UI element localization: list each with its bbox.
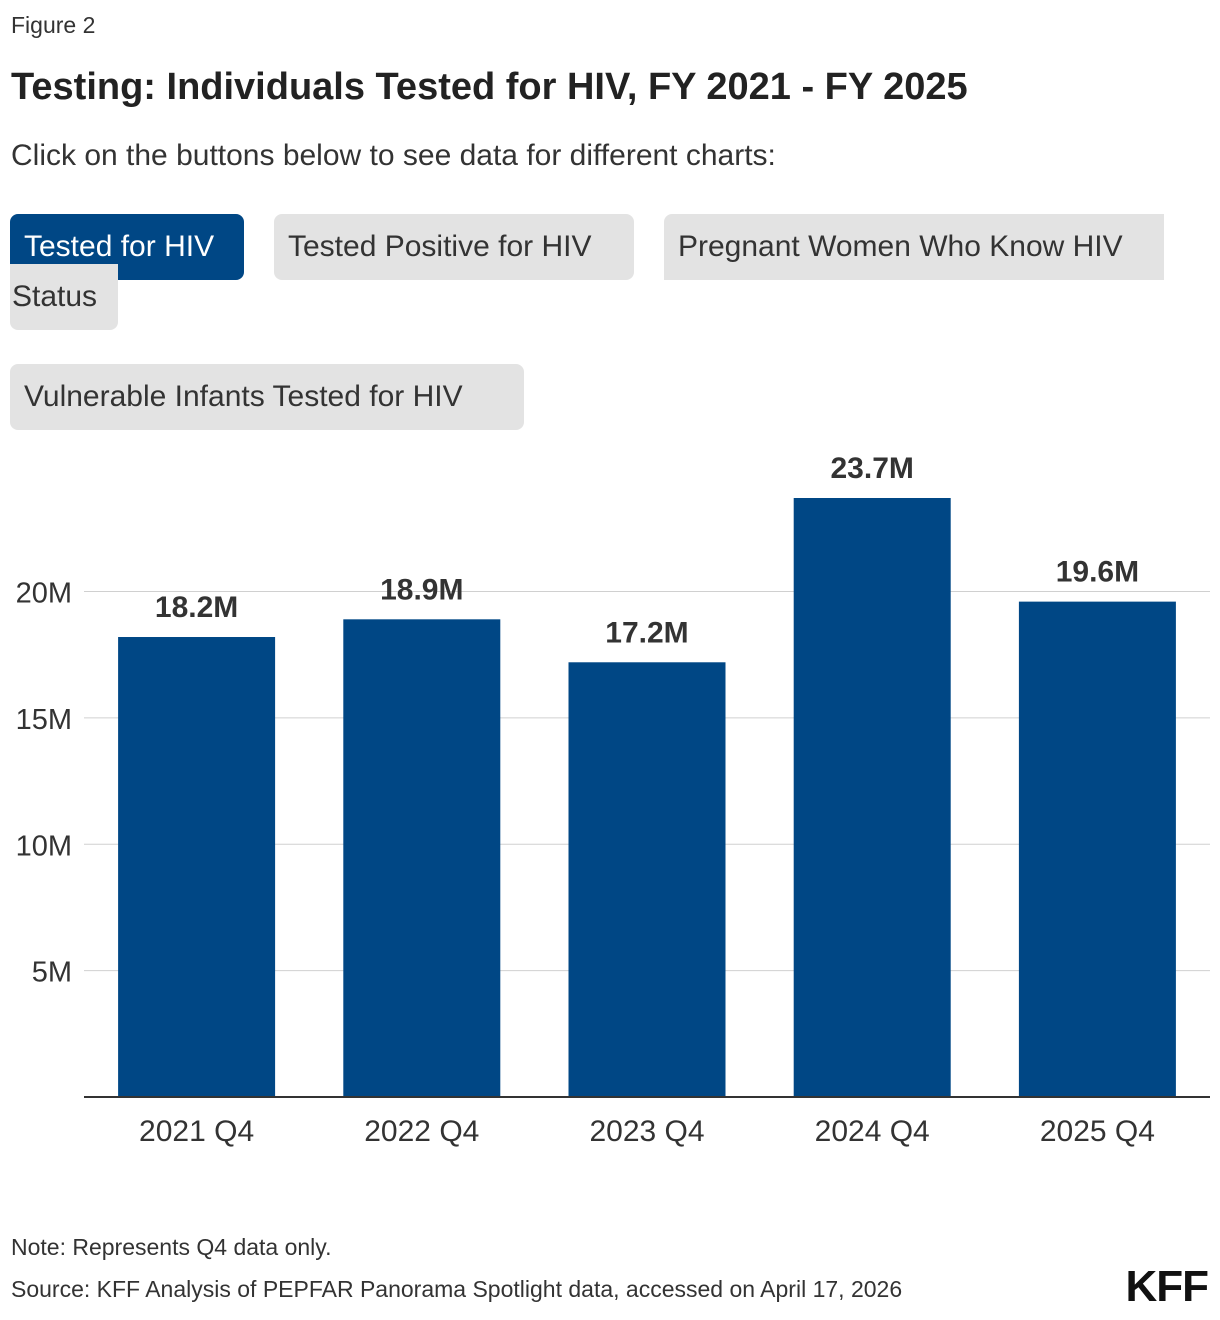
figure-label: Figure 2 [11,12,96,38]
x-tick-label: 2025 Q4 [1040,1115,1155,1148]
tested-positive-button[interactable]: Tested Positive for HIV [274,214,634,280]
x-tick-label: 2022 Q4 [364,1115,479,1148]
bar-value-label: 18.9M [380,573,463,606]
bar [118,637,276,1097]
x-tick-label: 2024 Q4 [815,1115,930,1148]
vulnerable-infants-label: Vulnerable Infants Tested for HIV [24,380,463,413]
bar-value-label: 17.2M [605,616,688,649]
chart-source: Source: KFF Analysis of PEPFAR Panorama … [11,1276,903,1302]
bar [793,498,951,1097]
x-tick-label: 2023 Q4 [589,1115,704,1148]
x-tick-label: 2021 Q4 [139,1115,254,1148]
y-tick-label: 10M [16,830,72,862]
bar-value-label: 23.7M [831,452,914,485]
bar-value-label: 19.6M [1056,556,1139,589]
bar [1018,601,1176,1097]
y-tick-label: 5M [32,957,72,989]
chart-note: Note: Represents Q4 data only. [11,1234,332,1260]
pregnant-women-label-line1: Pregnant Women Who Know HIV [678,230,1123,263]
bar-value-labels: 18.2M 18.9M 17.2M 23.7M 19.6M [155,452,1139,649]
tested-for-hiv-label: Tested for HIV [24,230,215,263]
x-axis-tick-labels: 2021 Q4 2022 Q4 2023 Q4 2024 Q4 2025 Q4 [139,1115,1155,1148]
y-axis-tick-labels: 5M 10M 15M 20M [16,578,72,989]
bar-chart: 5M 10M 15M 20M 18.2M 18.9M 17.2M 23.7M 19.6M 20… [16,452,1210,1148]
bar [343,619,501,1097]
bar-value-label: 18.2M [155,591,238,624]
kff-logo: KFF [1125,1262,1209,1311]
chart-title: Testing: Individuals Tested for HIV, FY … [11,66,968,108]
pregnant-women-button[interactable]: Pregnant Women Who Know HIV [664,214,1164,280]
bar [568,662,726,1097]
tested-positive-label: Tested Positive for HIV [288,230,592,263]
chart-subtitle: Click on the buttons below to see data f… [11,139,776,172]
bars [118,498,1176,1097]
pregnant-women-label-line2: Status [12,280,98,313]
vulnerable-infants-button[interactable]: Vulnerable Infants Tested for HIV [10,364,524,430]
y-tick-label: 15M [16,704,72,736]
pregnant-women-button-continued[interactable]: Status [10,264,118,330]
y-tick-label: 20M [16,578,72,610]
